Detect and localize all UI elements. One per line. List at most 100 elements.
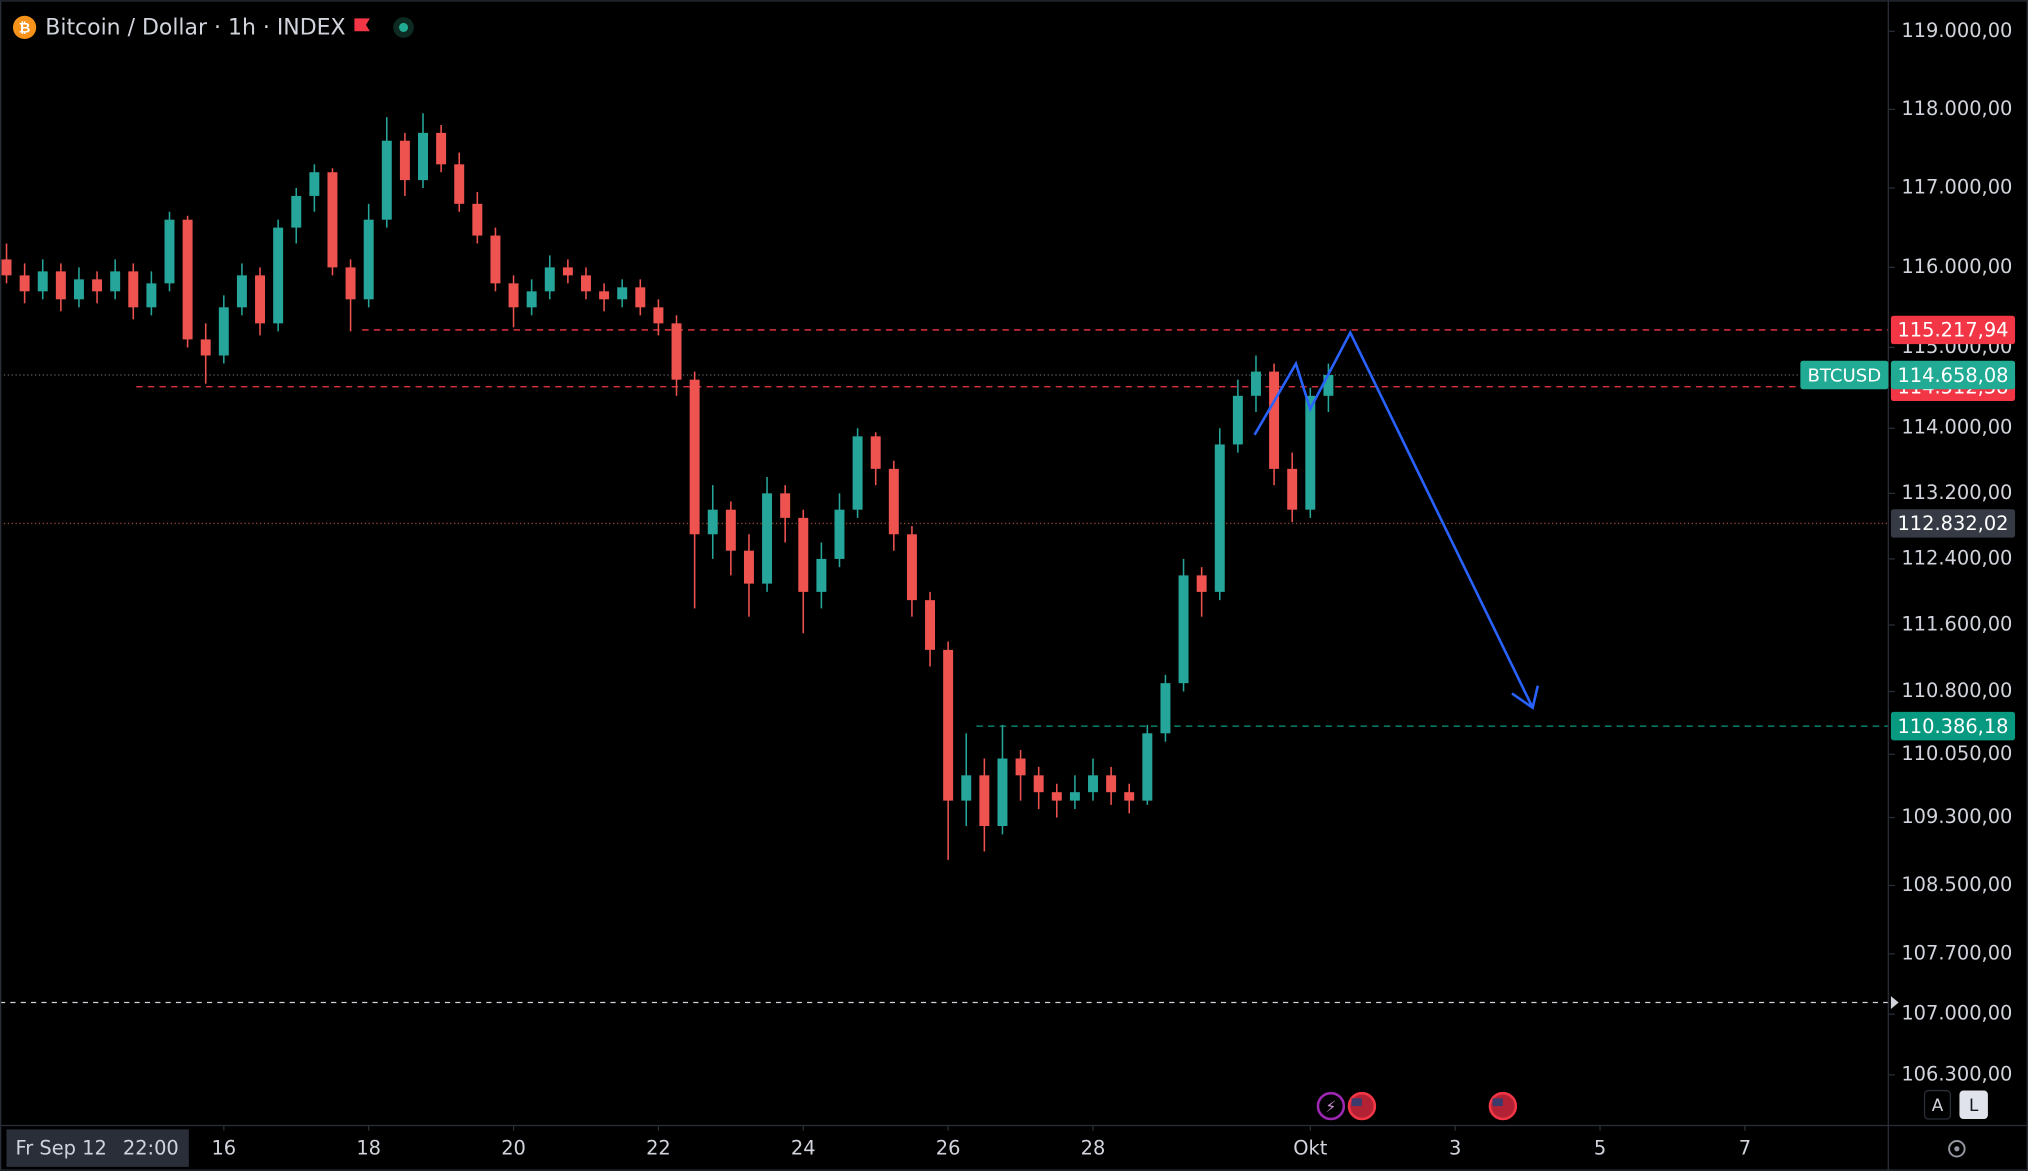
candle-body — [110, 271, 121, 292]
log-scale-button[interactable] — [1959, 1090, 1988, 1120]
forecast-drawing — [1253, 329, 1534, 709]
y-tick-label: 108.500,00 — [1901, 873, 2012, 896]
candle-body — [255, 275, 266, 324]
candle-body — [327, 172, 338, 268]
candle-body — [490, 235, 501, 284]
flag-canton — [1492, 1098, 1503, 1107]
candle-body — [943, 649, 954, 801]
candle-body — [236, 275, 247, 308]
y-tick-label: 110.050,00 — [1901, 742, 2012, 765]
candle-body — [1269, 371, 1280, 469]
settings-icon[interactable] — [1948, 1140, 1966, 1158]
status-dot — [399, 22, 409, 32]
candle-body — [345, 267, 356, 300]
candle-body — [454, 164, 465, 204]
candle-body — [182, 219, 193, 340]
candle-body — [544, 267, 555, 292]
candle-body — [526, 291, 537, 308]
price-tag-label: 114.658,08 — [1897, 364, 2008, 387]
candle-body — [906, 534, 917, 601]
candle-body — [1196, 575, 1207, 592]
candle-body — [1088, 775, 1098, 793]
candle-body — [37, 271, 48, 292]
y-tick-label: 109.300,00 — [1901, 805, 2012, 828]
x-tick-label: 3 — [1449, 1136, 1461, 1159]
candle-body — [363, 219, 374, 300]
candle-body — [1305, 395, 1316, 510]
candle-body — [1214, 444, 1225, 592]
candle-body — [309, 172, 320, 196]
event-symbol: ⚡ — [1325, 1098, 1336, 1116]
candle-body — [164, 219, 175, 284]
crosshair-time: 22:00 — [123, 1136, 179, 1159]
candle-body — [888, 468, 899, 535]
candle-body — [1033, 775, 1044, 793]
candle-body — [273, 227, 284, 324]
candle-body — [436, 132, 447, 165]
candle-body — [725, 509, 736, 551]
y-tick-label: 117.000,00 — [1901, 176, 2012, 199]
candle-body — [979, 775, 990, 826]
price-tag-label: 110.386,18 — [1897, 715, 2008, 738]
candle-body — [925, 600, 936, 650]
candle-body — [580, 275, 591, 292]
candle-body — [218, 307, 229, 356]
crosshair-date: Fr Sep 12 — [16, 1136, 107, 1159]
x-tick-label: 28 — [1081, 1136, 1106, 1159]
candle-body — [1160, 683, 1171, 734]
candle-body — [1323, 374, 1334, 396]
y-tick-label: 106.300,00 — [1901, 1062, 2012, 1085]
price-tag — [1890, 711, 2016, 741]
crosshair-date-box — [6, 1129, 189, 1167]
chart-title: Bitcoin / Dollar · 1h · INDEX — [45, 16, 345, 41]
coin-symbol: ₿ — [19, 21, 31, 37]
price-tag — [1890, 509, 2016, 538]
candle-body — [834, 509, 845, 559]
candle-body — [1178, 575, 1189, 684]
y-tick-label: 114.000,00 — [1901, 416, 2012, 439]
candle-body — [418, 132, 428, 181]
button-label: A — [1932, 1095, 1944, 1115]
candle-body — [743, 550, 754, 584]
candle-body — [1051, 792, 1062, 801]
candle-body — [291, 195, 302, 228]
marker-arrow — [1890, 996, 1899, 1010]
candle-body — [55, 271, 66, 300]
y-tick-label: 110.800,00 — [1901, 679, 2012, 702]
auto-scale-button[interactable] — [1923, 1089, 1952, 1120]
y-tick-label: 112.400,00 — [1901, 546, 2012, 569]
candle-body — [1142, 733, 1153, 801]
candle-body — [870, 436, 881, 469]
candle-body — [19, 275, 30, 292]
candle-body — [146, 283, 157, 308]
candle-body — [92, 279, 103, 292]
candle-body — [671, 323, 682, 380]
candle-body — [599, 291, 610, 300]
candle-body — [562, 267, 573, 276]
price-tag — [1890, 315, 2016, 345]
candle-body — [816, 558, 827, 592]
flag-canton — [1351, 1098, 1362, 1107]
y-tick-label: 113.200,00 — [1901, 481, 2012, 504]
flag-icon — [354, 18, 370, 32]
candle-body — [653, 307, 664, 324]
candle-body — [1069, 792, 1080, 801]
candle-body — [1015, 758, 1026, 776]
candle-body — [1124, 792, 1135, 801]
forecast-arrowhead — [1511, 685, 1540, 710]
candle-body — [472, 203, 483, 236]
candle-body — [508, 283, 519, 308]
candle-body — [997, 758, 1008, 826]
y-tick-label: 116.000,00 — [1901, 255, 2012, 278]
y-tick-label: 119.000,00 — [1901, 19, 2012, 42]
symbol-tag — [1800, 360, 1889, 390]
x-tick-label: 7 — [1739, 1136, 1751, 1159]
candle-body — [780, 493, 791, 518]
candle-body — [635, 287, 646, 308]
candle-body — [399, 140, 410, 181]
event-icon[interactable] — [1316, 1091, 1346, 1121]
candle-body — [961, 775, 972, 801]
x-tick-label: 24 — [791, 1136, 816, 1159]
